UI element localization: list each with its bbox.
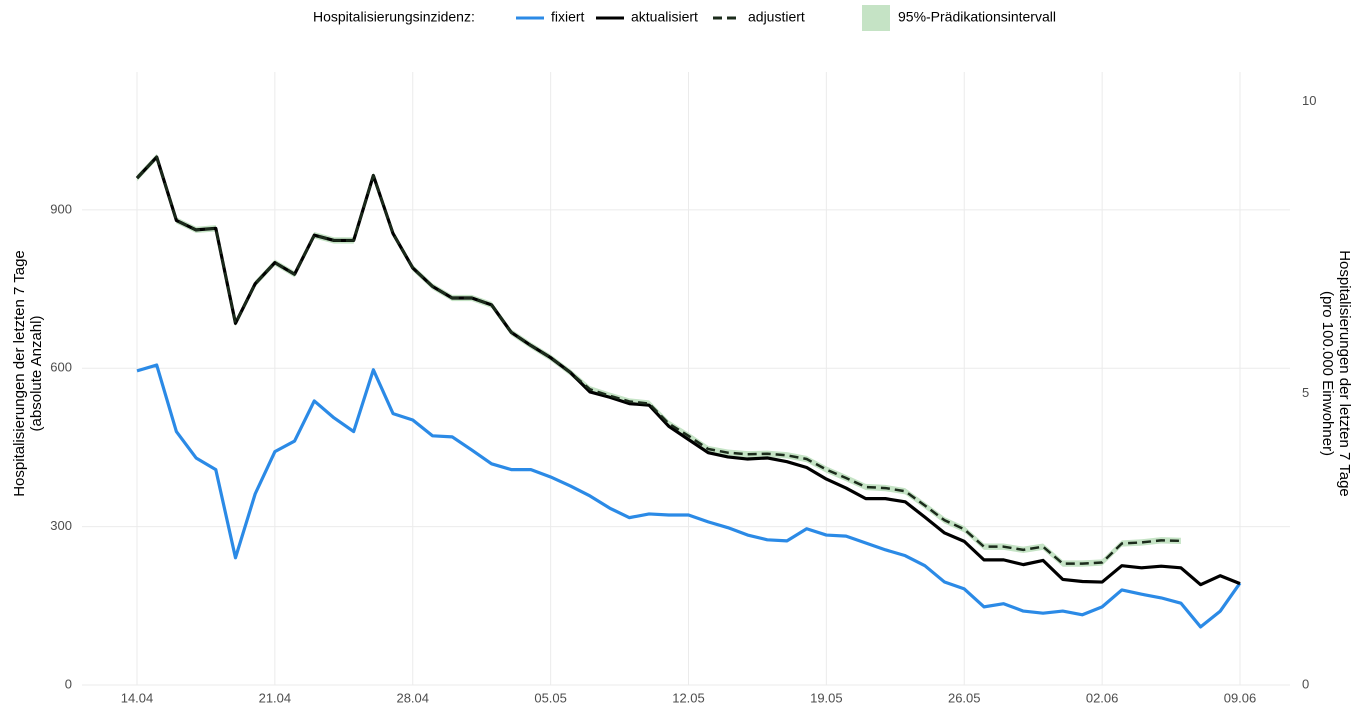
x-tick-label: 02.06 — [1086, 690, 1119, 705]
legend-label: 95%-Prädikationsintervall — [898, 9, 1056, 25]
x-tick-label: 19.05 — [810, 690, 843, 705]
y2-tick-label: 5 — [1302, 385, 1309, 400]
y2-axis-title-line: (pro 100.000 Einwohner) — [1319, 291, 1336, 456]
y-tick-label: 600 — [50, 360, 72, 375]
x-tick-label: 14.04 — [121, 690, 154, 705]
legend-label: adjustiert — [748, 9, 805, 25]
line-fixiert — [136, 363, 1242, 629]
y2-axis-title: Hospitalisierungen der letzten 7 Tage(pr… — [1319, 250, 1353, 497]
x-tick-label: 26.05 — [948, 690, 981, 705]
y-axis-title: Hospitalisierungen der letzten 7 Tage(ab… — [11, 250, 45, 497]
marks — [135, 153, 1242, 629]
x-tick-label: 28.04 — [396, 690, 429, 705]
y-axis-title-line: Hospitalisierungen der letzten 7 Tage — [11, 250, 28, 497]
line-adjustiert — [136, 155, 1181, 565]
legend-label: aktualisiert — [631, 9, 698, 25]
y-tick-label: 900 — [50, 201, 72, 216]
legend-swatch — [862, 5, 890, 31]
y-tick-label: 300 — [50, 518, 72, 533]
y2-tick-label: 10 — [1302, 93, 1316, 108]
y2-axis-title-line: Hospitalisierungen der letzten 7 Tage — [1336, 250, 1353, 497]
legend-label: fixiert — [551, 9, 585, 25]
x-tick-label: 09.06 — [1224, 690, 1257, 705]
y-tick-label: 0 — [65, 676, 72, 691]
x-tick-label: 12.05 — [672, 690, 705, 705]
legend-title: Hospitalisierungsinzidenz: — [313, 9, 475, 25]
y2-tick-label: 0 — [1302, 676, 1309, 691]
y-axis-title-line: (absolute Anzahl) — [28, 316, 45, 432]
x-tick-label: 21.04 — [259, 690, 292, 705]
labels: 0 300 600 900 0 5 10 14.04 21.04 28.04 05.05 12.05 1… — [11, 5, 1353, 705]
x-tick-label: 05.05 — [534, 690, 567, 705]
